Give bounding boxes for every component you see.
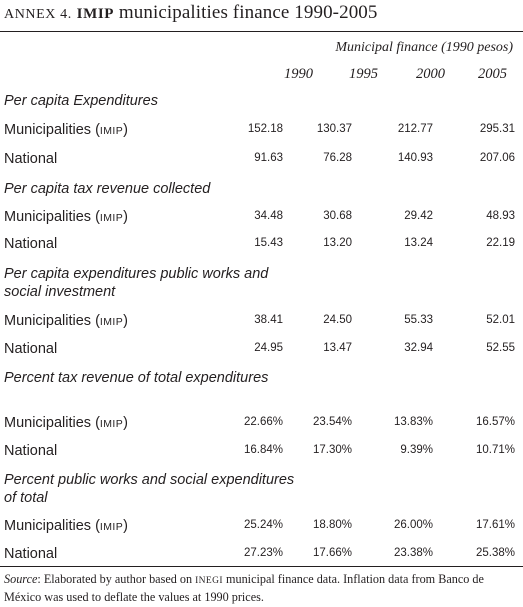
table-cell: 24.50 <box>323 314 352 326</box>
row-label-municipalities: Municipalities (IMIP) <box>4 415 128 431</box>
table-cell: 23.38% <box>393 547 433 559</box>
paren-close: ) <box>123 415 128 431</box>
imip-label: IMIP <box>99 125 124 137</box>
source-colon: : <box>37 572 41 586</box>
table-cell: 16.84% <box>243 444 283 456</box>
source-note: Source: Elaborated by author based on IN… <box>4 571 523 605</box>
paren-open: ( <box>95 209 100 225</box>
section-title: Per capita expenditures public works and… <box>4 266 269 300</box>
table-cell: 52.01 <box>486 314 515 326</box>
imip-acronym: IMIP <box>76 6 115 22</box>
table-cell: 91.63 <box>254 152 283 164</box>
row-label-national: National <box>4 151 58 167</box>
table-cell: 9.39% <box>400 444 433 456</box>
inegi-acronym: INEGI <box>195 576 223 586</box>
imip-label: IMIP <box>99 521 124 533</box>
year-header-2005: 2005 <box>478 66 507 82</box>
section-title: Percent public works and social expendit… <box>4 472 295 506</box>
table-cell: 15.43 <box>254 237 283 249</box>
table-cell: 130.37 <box>316 123 352 135</box>
bottom-rule <box>0 566 523 567</box>
table-cell: 13.20 <box>323 237 352 249</box>
table-cell: 212.77 <box>397 123 433 135</box>
paren-open: ( <box>95 415 100 431</box>
row-label-national: National <box>4 341 58 357</box>
column-group-header: Municipal finance (1990 pesos) <box>335 40 513 55</box>
table-cell: 140.93 <box>397 152 433 164</box>
row-label-municipalities: Municipalities (IMIP) <box>4 209 128 225</box>
table-cell: 17.61% <box>475 519 515 531</box>
table-cell: 27.23% <box>243 547 283 559</box>
table-cell: 23.54% <box>312 416 352 428</box>
table-cell: 295.31 <box>479 123 515 135</box>
table-cell: 25.38% <box>475 547 515 559</box>
table-cell: 29.42 <box>404 210 433 222</box>
table-cell: 24.95 <box>254 342 283 354</box>
row-label-national: National <box>4 236 58 252</box>
year-header-1995: 1995 <box>349 66 378 82</box>
paren-close: ) <box>123 313 128 329</box>
table-cell: 16.57% <box>475 416 515 428</box>
paren-open: ( <box>95 518 100 534</box>
section-title: Percent tax revenue of total expenditure… <box>4 370 269 386</box>
paren-open: ( <box>95 122 100 138</box>
paren-close: ) <box>123 122 128 138</box>
section-title: Per capita Expenditures <box>4 93 158 109</box>
municipalities-text: Municipalities <box>4 313 92 329</box>
table-cell: 17.66% <box>312 547 352 559</box>
municipalities-text: Municipalities <box>4 122 92 138</box>
imip-label: IMIP <box>99 212 124 224</box>
table-cell: 10.71% <box>475 444 515 456</box>
source-label: Source <box>4 572 38 586</box>
table-cell: 52.55 <box>486 342 515 354</box>
table-cell: 48.93 <box>486 210 515 222</box>
row-label-municipalities: Municipalities (IMIP) <box>4 313 128 329</box>
municipalities-text: Municipalities <box>4 518 92 534</box>
table-cell: 17.30% <box>312 444 352 456</box>
paren-close: ) <box>123 518 128 534</box>
table-cell: 22.66% <box>243 416 283 428</box>
table-cell: 26.00% <box>393 519 433 531</box>
row-label-national: National <box>4 443 58 459</box>
year-header-2000: 2000 <box>416 66 445 82</box>
table-cell: 22.19 <box>486 237 515 249</box>
municipalities-text: Municipalities <box>4 415 92 431</box>
imip-label: IMIP <box>99 418 124 430</box>
table-cell: 13.47 <box>323 342 352 354</box>
paren-open: ( <box>95 313 100 329</box>
table-cell: 207.06 <box>479 152 515 164</box>
imip-label: IMIP <box>99 316 124 328</box>
table-title: ANNEX 4. IMIP municipalities finance 199… <box>4 2 378 24</box>
table-cell: 30.68 <box>323 210 352 222</box>
top-rule <box>0 31 523 32</box>
table-cell: 13.24 <box>404 237 433 249</box>
table-cell: 152.18 <box>247 123 283 135</box>
row-label-national: National <box>4 546 58 562</box>
paren-close: ) <box>123 209 128 225</box>
table-cell: 18.80% <box>312 519 352 531</box>
table-cell: 55.33 <box>404 314 433 326</box>
table-cell: 76.28 <box>323 152 352 164</box>
row-label-municipalities: Municipalities (IMIP) <box>4 122 128 138</box>
section-title: Per capita tax revenue collected <box>4 181 211 197</box>
annex-label: ANNEX 4. <box>4 7 72 22</box>
table-cell: 34.48 <box>254 210 283 222</box>
municipalities-text: Municipalities <box>4 209 92 225</box>
table-cell: 13.83% <box>393 416 433 428</box>
source-text-a: Elaborated by author based on <box>40 572 196 586</box>
row-label-municipalities: Municipalities (IMIP) <box>4 518 128 534</box>
table-cell: 38.41 <box>254 314 283 326</box>
year-header-1990: 1990 <box>284 66 313 82</box>
table-cell: 25.24% <box>243 519 283 531</box>
table-cell: 32.94 <box>404 342 433 354</box>
source-text-b: municipal finance data. Inflation data f… <box>4 572 484 604</box>
title-rest: municipalities finance 1990-2005 <box>114 2 378 23</box>
